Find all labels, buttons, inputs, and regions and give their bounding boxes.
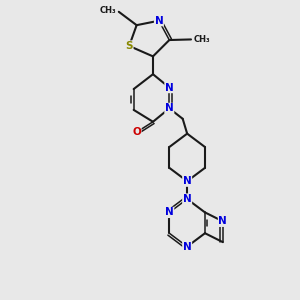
Text: N: N (154, 16, 163, 26)
Text: N: N (218, 216, 227, 226)
Text: S: S (125, 41, 133, 51)
Text: N: N (165, 207, 174, 218)
Text: N: N (165, 82, 174, 93)
Text: N: N (183, 242, 191, 252)
Text: CH₃: CH₃ (194, 35, 210, 44)
Text: N: N (183, 194, 191, 204)
Text: O: O (132, 127, 141, 137)
Text: N: N (183, 176, 191, 186)
Text: N: N (165, 103, 174, 113)
Text: CH₃: CH₃ (100, 6, 116, 15)
